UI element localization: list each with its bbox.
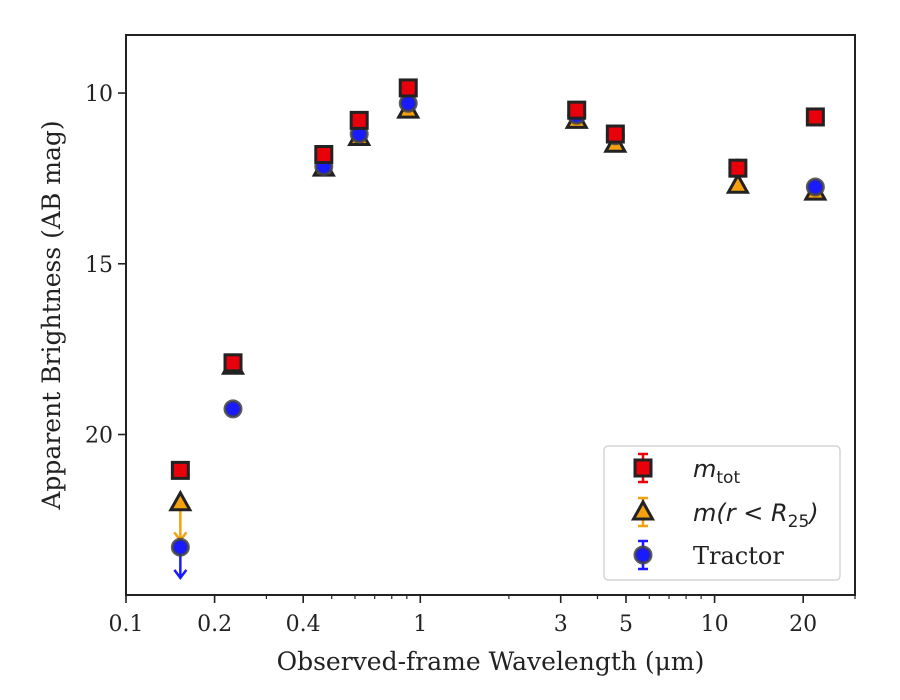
plot-frame — [125, 34, 856, 596]
circle-point — [805, 177, 825, 197]
x-tick-label: 1 — [413, 612, 427, 637]
x-axis-label: Observed-frame Wavelength (μm) — [277, 647, 705, 676]
square-point — [567, 100, 587, 120]
legend-label-subscript: 25 — [788, 512, 810, 532]
triangle-point — [168, 489, 193, 512]
y-tick-label: 15 — [85, 253, 113, 278]
circle-point — [170, 537, 190, 557]
x-tick-label: 0.1 — [109, 612, 144, 637]
legend-label: mtot — [693, 455, 740, 488]
square-point — [349, 110, 369, 130]
y-tick-label: 10 — [85, 82, 113, 107]
legend-label: Tractor — [693, 542, 784, 570]
square-point — [223, 353, 243, 373]
legend: mtot m(r < R25) Tractor — [603, 445, 841, 581]
square-point — [805, 107, 825, 127]
legend-box — [603, 445, 841, 581]
y-axis-label: Apparent Brightness (AB mag) — [37, 120, 66, 510]
square-point — [605, 124, 625, 144]
x-tick-label: 5 — [619, 612, 633, 637]
legend-label-main: m(r < R — [693, 499, 788, 527]
x-tick-label: 0.2 — [197, 612, 232, 637]
legend-marker-triangle — [630, 498, 656, 521]
y-tick-label: 20 — [85, 424, 113, 449]
x-tick-label: 10 — [701, 612, 729, 637]
x-tick-label: 20 — [789, 612, 817, 637]
legend-label: m(r < R25) — [693, 499, 819, 532]
legend-label-main: m — [693, 455, 716, 483]
legend-label-main: Tractor — [693, 542, 784, 570]
square-point — [314, 145, 334, 165]
square-point — [728, 158, 748, 178]
triangle-point — [725, 172, 750, 194]
x-tick-label: 3 — [554, 612, 568, 637]
legend-marker-square — [633, 458, 653, 478]
legend-label-subscript: tot — [716, 468, 740, 488]
square-point — [398, 78, 418, 98]
upper-limit-head — [173, 569, 188, 581]
circle-point — [398, 93, 418, 113]
x-tick-label: 0.4 — [286, 612, 321, 637]
circle-point — [223, 399, 243, 419]
legend-label-suffix: ) — [807, 499, 818, 527]
square-point — [170, 460, 190, 480]
series-square — [170, 78, 825, 480]
legend-marker-circle — [633, 545, 653, 565]
